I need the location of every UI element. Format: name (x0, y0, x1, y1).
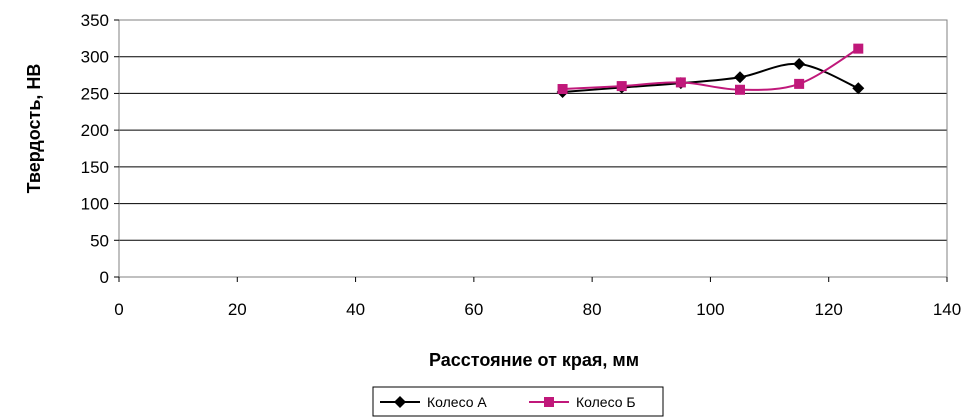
x-tick-label: 0 (114, 300, 123, 319)
y-tick-label: 350 (81, 11, 109, 30)
y-tick-label: 150 (81, 158, 109, 177)
y-axis-label: Твердость, НВ (24, 64, 44, 194)
series-a (556, 58, 865, 98)
y-tick-label: 300 (81, 48, 109, 67)
x-tick-label: 60 (464, 300, 483, 319)
data-point (793, 58, 806, 71)
data-point (675, 77, 686, 88)
data-point (794, 78, 805, 89)
x-tick-label: 20 (228, 300, 247, 319)
data-point (557, 84, 568, 95)
data-point (852, 82, 865, 95)
x-tick-label: 80 (583, 300, 602, 319)
y-tick-label: 50 (90, 231, 109, 250)
x-tick-label: 40 (346, 300, 365, 319)
y-tick-label: 0 (100, 268, 109, 287)
legend-swatch-marker (394, 396, 406, 408)
x-axis-ticks: 0 20 40 60 80 100 120 140 (114, 277, 961, 319)
data-point (853, 43, 864, 54)
legend: Колесо А Колесо Б (372, 386, 664, 417)
legend-item: Колесо А (380, 394, 487, 410)
gridlines (119, 19, 947, 278)
plot-area (118, 19, 948, 278)
x-axis-label: Расстояние от края, мм (429, 350, 639, 370)
series-layer (556, 43, 865, 98)
data-point (734, 71, 746, 84)
y-tick-label: 200 (81, 121, 109, 140)
legend-label: Колесо А (427, 394, 487, 410)
legend-swatch-marker (544, 397, 554, 407)
x-tick-label: 120 (815, 300, 843, 319)
legend-box (372, 386, 664, 417)
series-b (557, 43, 864, 95)
y-axis-ticks: 0 50 100 150 200 250 300 350 (81, 11, 119, 287)
y-tick-label: 100 (81, 195, 109, 214)
x-tick-label: 140 (933, 300, 961, 319)
series-line (562, 47, 859, 91)
x-tick-label: 100 (696, 300, 724, 319)
legend-label: Колесо Б (576, 394, 636, 410)
data-point (616, 81, 627, 92)
legend-item: Колесо Б (529, 394, 636, 410)
y-tick-label: 250 (81, 84, 109, 103)
data-point (735, 84, 745, 95)
